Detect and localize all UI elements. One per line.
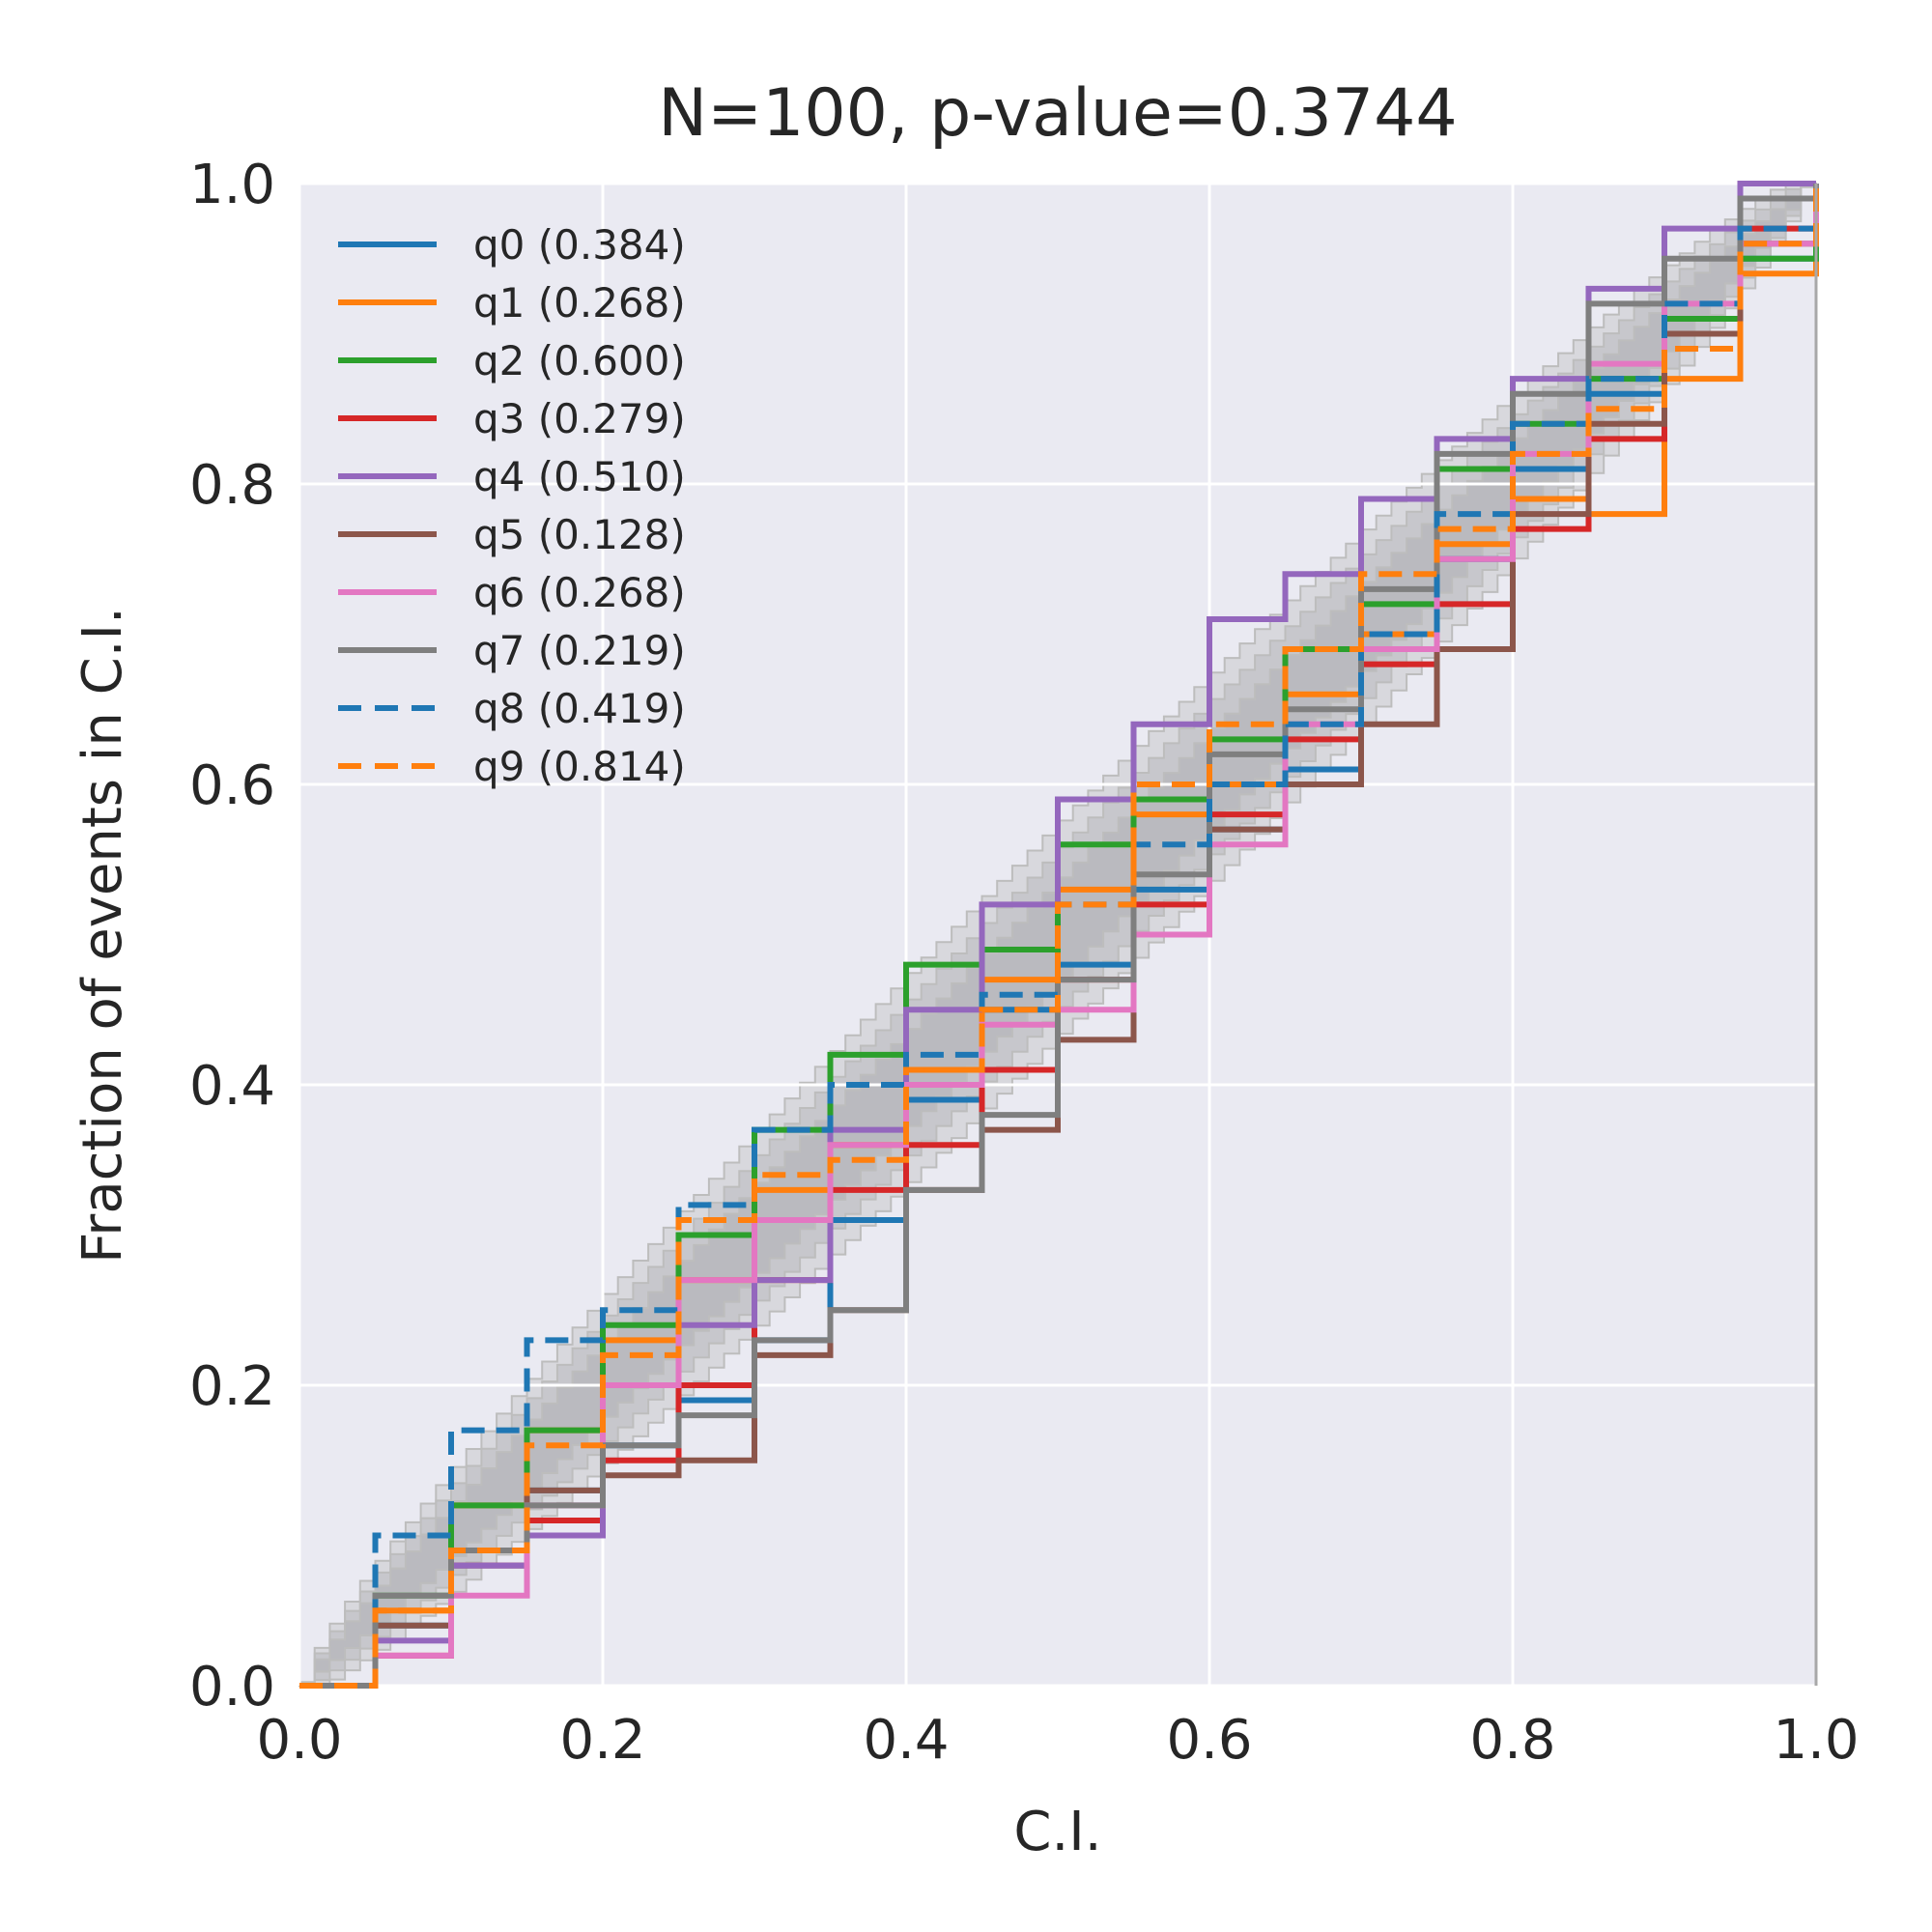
x-tick-label: 0.0 [256,1709,342,1772]
y-tick-label: 0.2 [189,1355,275,1418]
y-axis-label: Fraction of events in C.I. [71,607,134,1264]
y-tick-label: 0.0 [189,1656,275,1719]
legend-label-q7: q7 (0.219) [473,627,686,674]
legend-label-q3: q3 (0.279) [473,395,686,442]
x-axis-label: C.I. [1013,1801,1101,1863]
series-line-q9 [299,184,1819,1689]
x-tick-label: 1.0 [1773,1709,1859,1772]
x-tick-label: 0.8 [1469,1709,1555,1772]
legend: q0 (0.384) q1 (0.268) q2 (0.600) q3 (0.279)… [338,221,686,790]
x-tick-label: 0.6 [1166,1709,1252,1772]
y-tick-label: 0.8 [189,454,275,517]
y-tick-labels: 0.0 0.2 0.4 0.6 0.8 1.0 [189,154,275,1719]
chart-title: N=100, p-value=0.3744 [658,75,1457,152]
legend-label-q9: q9 (0.814) [473,743,686,790]
legend-label-q5: q5 (0.128) [473,511,686,558]
series-line-q4 [299,181,1816,1689]
legend-label-q4: q4 (0.510) [473,453,686,500]
legend-label-q8: q8 (0.419) [473,685,686,732]
legend-label-q6: q6 (0.268) [473,569,686,616]
x-tick-labels: 0.0 0.2 0.4 0.6 0.8 1.0 [256,1709,1859,1772]
legend-label-q1: q1 (0.268) [473,279,686,327]
series-lines [299,181,1819,1689]
legend-label-q0: q0 (0.384) [473,221,686,269]
x-tick-label: 0.4 [863,1709,949,1772]
legend-label-q2: q2 (0.600) [473,337,686,384]
y-tick-label: 0.6 [189,754,275,817]
x-tick-label: 0.2 [559,1709,645,1772]
y-tick-label: 1.0 [189,154,275,216]
y-tick-label: 0.4 [189,1055,275,1118]
